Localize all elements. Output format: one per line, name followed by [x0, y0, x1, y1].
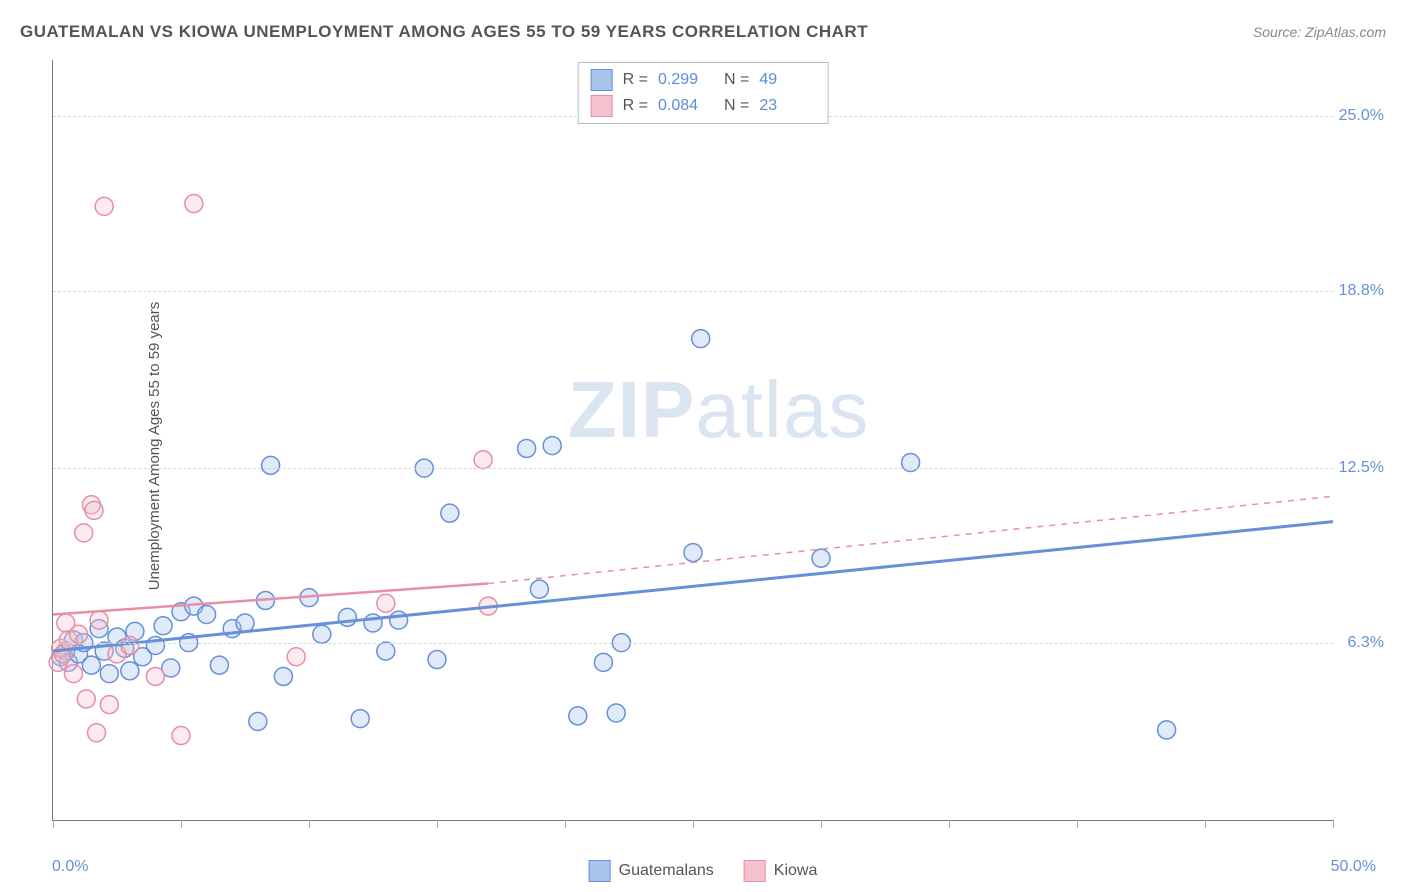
scatter-point [64, 665, 82, 683]
scatter-point [390, 611, 408, 629]
x-axis-min-label: 0.0% [52, 858, 88, 876]
legend-row-kiowa: R = 0.084 N = 23 [591, 93, 816, 119]
legend-swatch-icon [589, 860, 611, 882]
scatter-point [543, 437, 561, 455]
scatter-point [77, 690, 95, 708]
legend-n-label: N = [724, 97, 749, 115]
scatter-point [607, 704, 625, 722]
plot-area: ZIPatlas [52, 60, 1333, 821]
scatter-point [249, 712, 267, 730]
scatter-point [121, 662, 139, 680]
legend-r-label: R = [623, 71, 648, 89]
source-label: Source: ZipAtlas.com [1253, 24, 1386, 40]
chart-title: GUATEMALAN VS KIOWA UNEMPLOYMENT AMONG A… [20, 22, 868, 42]
legend-item-kiowa: Kiowa [744, 860, 818, 882]
scatter-point [236, 614, 254, 632]
legend-swatch-icon [744, 860, 766, 882]
legend-label-kiowa: Kiowa [774, 862, 818, 880]
scatter-point [441, 504, 459, 522]
scatter-point [154, 617, 172, 635]
scatter-point [198, 606, 216, 624]
scatter-point [377, 642, 395, 660]
legend-item-guatemalans: Guatemalans [589, 860, 714, 882]
scatter-point [518, 439, 536, 457]
scatter-point [95, 197, 113, 215]
y-tick-label: 6.3% [1348, 634, 1384, 652]
legend-r-value-guatemalans: 0.299 [658, 71, 714, 89]
legend-label-guatemalans: Guatemalans [619, 862, 714, 880]
legend-series: Guatemalans Kiowa [589, 860, 818, 882]
legend-swatch-guatemalans [591, 69, 613, 91]
legend-correlation: R = 0.299 N = 49 R = 0.084 N = 23 [578, 62, 829, 124]
y-tick-label: 18.8% [1339, 282, 1384, 300]
scatter-point [338, 608, 356, 626]
x-axis-max-label: 50.0% [1331, 858, 1376, 876]
legend-n-value-kiowa: 23 [759, 97, 815, 115]
scatter-point [274, 667, 292, 685]
legend-n-label: N = [724, 71, 749, 89]
scatter-point [88, 724, 106, 742]
scatter-point [313, 625, 331, 643]
scatter-point [351, 710, 369, 728]
scatter-point [75, 524, 93, 542]
scatter-point [82, 656, 100, 674]
scatter-point [146, 667, 164, 685]
scatter-point [70, 625, 88, 643]
y-tick-label: 25.0% [1339, 107, 1384, 125]
scatter-plot-svg [53, 60, 1333, 820]
legend-n-value-guatemalans: 49 [759, 71, 815, 89]
scatter-point [90, 611, 108, 629]
chart-container: GUATEMALAN VS KIOWA UNEMPLOYMENT AMONG A… [0, 0, 1406, 892]
legend-row-guatemalans: R = 0.299 N = 49 [591, 67, 816, 93]
scatter-point [100, 696, 118, 714]
scatter-point [377, 594, 395, 612]
scatter-point [185, 195, 203, 213]
scatter-point [530, 580, 548, 598]
scatter-point [474, 451, 492, 469]
scatter-point [287, 648, 305, 666]
scatter-point [262, 456, 280, 474]
scatter-point [684, 544, 702, 562]
scatter-point [692, 330, 710, 348]
legend-swatch-kiowa [591, 95, 613, 117]
scatter-point [569, 707, 587, 725]
scatter-point [172, 727, 190, 745]
scatter-point [594, 653, 612, 671]
y-tick-label: 12.5% [1339, 459, 1384, 477]
scatter-point [428, 651, 446, 669]
legend-r-value-kiowa: 0.084 [658, 97, 714, 115]
scatter-point [812, 549, 830, 567]
scatter-point [1158, 721, 1176, 739]
scatter-point [100, 665, 118, 683]
scatter-point [85, 501, 103, 519]
scatter-point [210, 656, 228, 674]
legend-r-label: R = [623, 97, 648, 115]
